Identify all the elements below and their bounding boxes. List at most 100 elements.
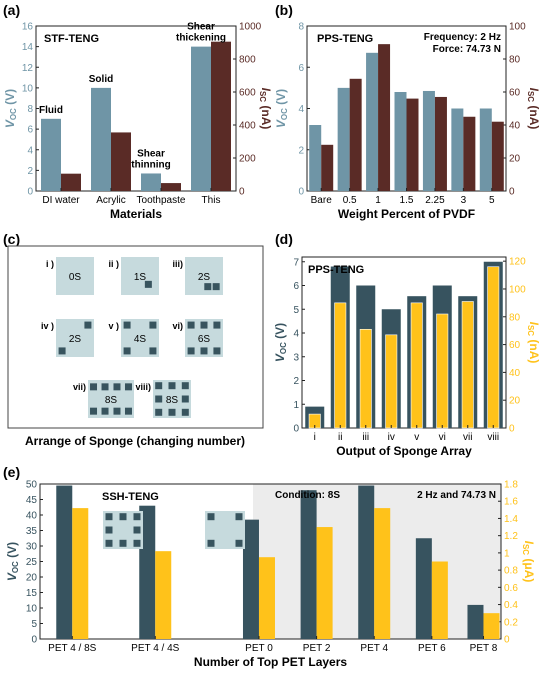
- x-tick-label-0: DI water: [42, 195, 80, 206]
- y-axis-label-right: ISC (nA): [526, 322, 541, 364]
- sponge-label-2: 2S: [198, 272, 211, 283]
- bar-voc-3: [300, 490, 317, 639]
- tick-label-left: 1: [293, 400, 299, 411]
- tick-label-left: 2: [27, 166, 33, 177]
- x-axis-label: Materials: [110, 207, 162, 221]
- bar-isc-4: [434, 96, 447, 191]
- tick-label-right: 1.8: [504, 480, 518, 491]
- tick-label-right: 60: [509, 88, 521, 99]
- plot-frame: [301, 256, 507, 429]
- inset-4s: [205, 511, 245, 549]
- bar-isc-3: [316, 527, 333, 639]
- bar-voc-6: [479, 108, 492, 191]
- x-tick-label-2: 1: [375, 195, 381, 206]
- annotation-0: Frequency: 2 Hz: [424, 32, 501, 43]
- sponge-cell-1: [121, 257, 159, 295]
- tick-label-left: 5: [31, 619, 37, 630]
- bar-isc-2: [258, 557, 275, 639]
- tick-label-left: 16: [22, 22, 34, 33]
- y-axis-label-right: ISC (μA): [521, 541, 536, 583]
- bar-isc-6: [491, 121, 504, 191]
- tick-label-right: 60: [509, 340, 521, 351]
- tick-label-left: 0: [293, 424, 299, 435]
- inset-8s: [103, 511, 143, 549]
- tick-label-right: 600: [239, 88, 256, 99]
- y-axis-label-left: VOC (V): [5, 542, 20, 581]
- x-tick-label-3: PET 2: [303, 643, 331, 654]
- tick-label-left: 6: [293, 281, 299, 292]
- tick-label-right: 0: [239, 187, 245, 198]
- x-tick-label-6: vii: [463, 432, 472, 443]
- annotation-1: Force: 74.73 N: [433, 44, 501, 55]
- bar-isc-4: [374, 508, 391, 639]
- x-tick-label-7: viii: [487, 432, 499, 443]
- bar-voc-5: [415, 538, 432, 639]
- tick-label-left: 50: [26, 480, 38, 491]
- sponge-roman-4: v ): [108, 321, 119, 331]
- bar-voc-0: [309, 125, 322, 191]
- tick-label-left: 10: [26, 604, 38, 615]
- y-axis-label-right: ISC (nA): [258, 88, 273, 130]
- x-tick-label-2: PET 0: [245, 643, 273, 654]
- sponge-roman-7: viii): [135, 382, 151, 392]
- bar-isc-1: [111, 132, 131, 191]
- x-tick-label-6: 5: [489, 195, 495, 206]
- bar-isc-1: [349, 78, 362, 191]
- tick-label-left: 14: [22, 42, 34, 53]
- annotation-frequency: 2 Hz and 74.73 N: [417, 490, 496, 501]
- tick-label-left: 0: [298, 187, 304, 198]
- tick-label-left: 25: [26, 557, 38, 568]
- x-tick-label-2: iii: [362, 432, 369, 443]
- chart-pet-layers: 0 5 10 15 20 25 30 35 40 45 50 0 0.2 0.4 0.6 0.8 1 1.2 1.4…: [5, 480, 536, 670]
- bar-isc-5: [431, 561, 448, 639]
- bar-isc-1: [155, 551, 172, 639]
- tick-label-right: 1.6: [504, 497, 518, 508]
- bar-voc-2: [242, 519, 259, 639]
- sponge-roman-5: vi): [172, 321, 183, 331]
- category-note-0: Fluid: [39, 105, 63, 116]
- tick-label-left: 6: [298, 63, 304, 74]
- tick-label-left: 3: [293, 352, 299, 363]
- x-axis-label: Output of Sponge Array: [336, 444, 472, 458]
- category-note-2: Shear: [137, 148, 165, 159]
- tick-label-left: 12: [22, 63, 34, 74]
- tick-label-right: 1.2: [504, 531, 518, 542]
- tick-label-left: 4: [293, 329, 299, 340]
- x-tick-label-4: 2.25: [425, 195, 445, 206]
- y-axis-label-left: VOC (V): [3, 89, 18, 128]
- sponge-cell-0: [56, 257, 94, 295]
- tick-label-right: 800: [239, 55, 256, 66]
- tick-label-left: 8: [27, 104, 33, 115]
- x-tick-label-4: v: [414, 432, 419, 443]
- tick-label-left: 4: [27, 145, 33, 156]
- x-tick-label-0: i: [314, 432, 316, 443]
- sponge-roman-6: vii): [73, 382, 86, 392]
- x-tick-label-6: PET 8: [470, 643, 498, 654]
- y-axis-label-left: VOC (V): [275, 323, 288, 362]
- sponge-cell-2: [185, 257, 223, 295]
- tick-label-right: 80: [509, 312, 521, 323]
- bar-isc-3: [385, 334, 398, 429]
- sponge-cell-7: [153, 380, 191, 418]
- x-tick-label-2: Toothpaste: [137, 195, 186, 206]
- x-tick-label-1: 0.5: [343, 195, 357, 206]
- sponge-cell-3: [56, 319, 94, 357]
- tick-label-left: 2: [293, 376, 299, 387]
- tick-label-right: 400: [239, 121, 256, 132]
- tick-label-left: 35: [26, 526, 38, 537]
- bar-voc-1: [337, 87, 350, 191]
- bar-isc-7: [487, 266, 500, 429]
- chart-title: PPS-TENG: [308, 264, 364, 276]
- sponge-caption: Arrange of Sponge (changing number): [25, 434, 245, 448]
- tick-label-right: 0.4: [504, 600, 518, 611]
- sponge-cell-6: [88, 380, 134, 418]
- panel-label-d: (d): [275, 231, 293, 247]
- chart-title: STF-TENG: [44, 33, 99, 45]
- x-tick-label-3: iv: [388, 432, 395, 443]
- panel-label-e: (e): [3, 464, 21, 480]
- bar-isc-1: [334, 302, 347, 429]
- tick-label-right: 40: [509, 368, 521, 379]
- bar-voc-3: [394, 92, 407, 191]
